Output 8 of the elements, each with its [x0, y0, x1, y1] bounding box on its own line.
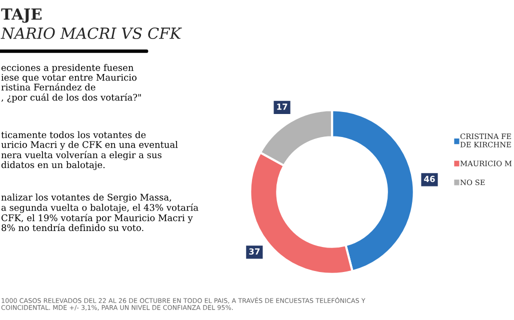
data-label: 37: [249, 248, 260, 255]
data-label: 46: [424, 176, 435, 182]
text: NARIO MACRI VS CFK: [0, 27, 182, 40]
data-label: 17: [277, 104, 288, 110]
text: TAJE: [1, 8, 42, 23]
text: nalizar los votantes de Sergio Massa, a segunda vuelta o balotaje, el 43% votaría CFK, el 19% votaría por Mauricio Macri y 8% no tendría definido su voto.: [1, 194, 198, 232]
text: ticamente todos los votantes de uricio Macri y de CFK en una eventual nera vuelta volverían a elegir a sus didatos en un balotaje.: [1, 131, 178, 170]
text: ecciones a presidente fuesen iese que votar entre Mauricio ristina Fernández de , ¿por cuál de los dos votaría?": [1, 64, 141, 102]
